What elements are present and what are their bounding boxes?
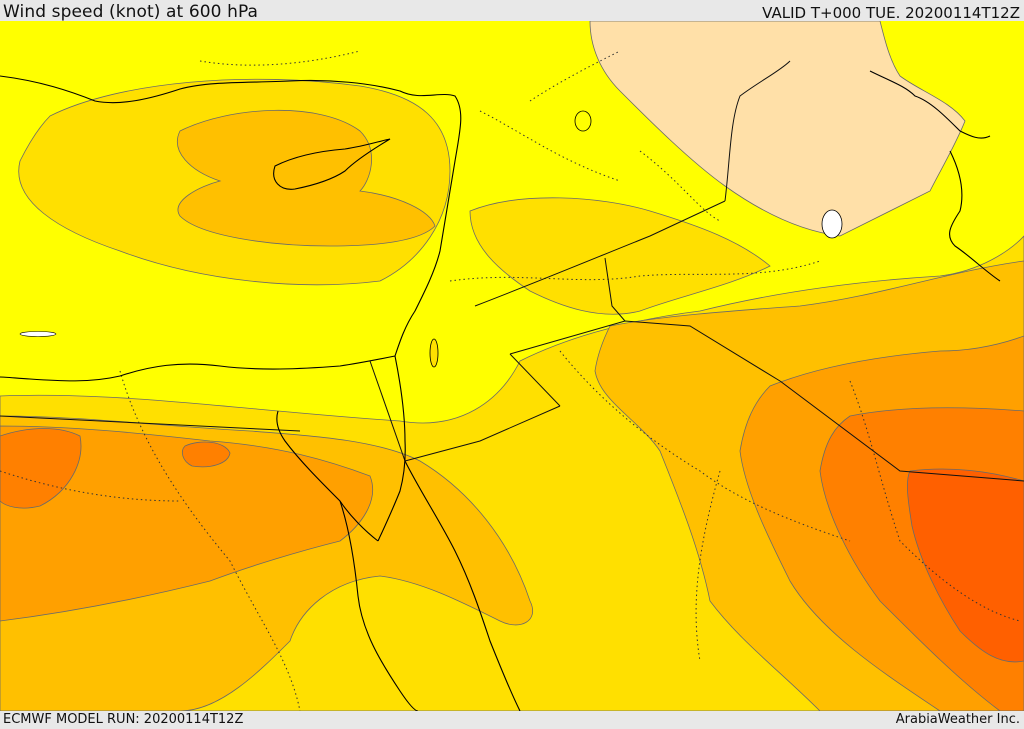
footer-bar: ECMWF MODEL RUN: 20200114T12Z ArabiaWeat… (0, 711, 1024, 729)
shade-max-se (906, 468, 1024, 663)
map-canvas (0, 21, 1024, 711)
shade-strong-sw (0, 425, 374, 622)
valid-time-label: VALID T+000 TUE. 20200114T12Z (762, 4, 1020, 22)
map-title: Wind speed (knot) at 600 hPa (3, 2, 259, 22)
weather-map[interactable] (0, 21, 1024, 711)
coastlines (0, 70, 1001, 711)
water-patch (821, 209, 843, 239)
lake (429, 338, 439, 368)
shade-calm (589, 21, 966, 237)
country-borders (0, 60, 1024, 482)
shade-fresh-med (177, 109, 436, 247)
credit-label: ArabiaWeather Inc. (895, 712, 1020, 727)
shade-moderate-north (469, 197, 771, 315)
water-patch (19, 331, 57, 337)
shade-vstrong-sw2 (181, 441, 231, 468)
lake (574, 110, 592, 132)
header-bar: Wind speed (knot) at 600 hPa VALID T+000… (0, 0, 1024, 22)
model-run-label: ECMWF MODEL RUN: 20200114T12Z (3, 712, 244, 727)
admin-borders (0, 50, 1021, 711)
